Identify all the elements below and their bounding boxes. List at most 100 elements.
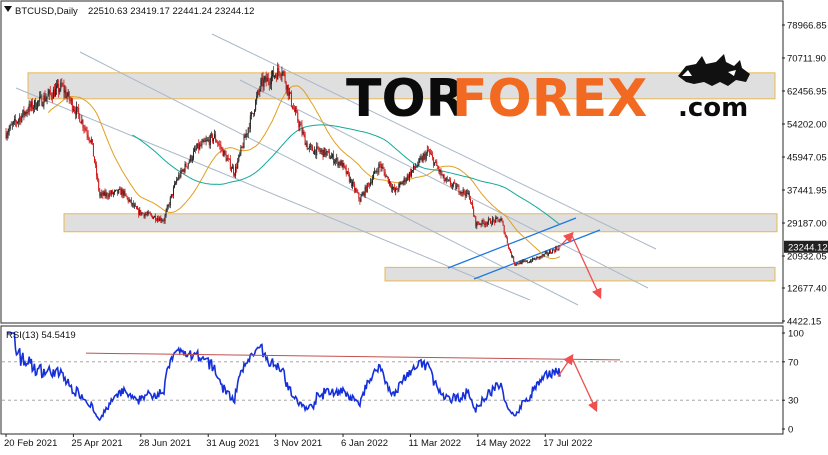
candle-body	[56, 85, 58, 89]
candle-body	[124, 191, 126, 194]
candle-body	[246, 133, 248, 135]
candle-body	[62, 85, 64, 87]
candle-body	[155, 216, 157, 221]
candle-body	[360, 196, 362, 202]
candle-body	[145, 214, 147, 215]
candle-body	[93, 156, 95, 163]
candle-body	[493, 218, 495, 221]
candle-body	[384, 172, 386, 178]
candle-body	[76, 106, 78, 115]
candle-body	[206, 139, 208, 141]
candle-body	[151, 215, 153, 219]
candle-body	[144, 214, 146, 217]
candle-body	[183, 169, 185, 172]
candle-body	[68, 91, 70, 100]
candle-body	[130, 199, 132, 205]
candle-body	[175, 182, 177, 184]
candle-body	[190, 155, 192, 161]
rsi-tick-label: 30	[788, 396, 799, 407]
candle-body	[514, 262, 516, 265]
candle-body	[250, 112, 252, 116]
candle-body	[420, 157, 422, 159]
candle-body	[49, 90, 51, 94]
candle-body	[543, 253, 545, 256]
candle-body	[224, 150, 226, 155]
candle-body	[89, 140, 91, 142]
candle-body	[211, 134, 213, 142]
forecast-arrows	[557, 231, 602, 300]
candle-body	[149, 213, 151, 215]
symbol-label: BTCUSD,Daily	[15, 6, 78, 17]
candle-body	[25, 112, 27, 114]
candle-body	[119, 188, 121, 190]
trendline	[15, 87, 531, 301]
candle-body	[432, 155, 434, 158]
candle-body	[437, 166, 439, 169]
candle-body	[102, 192, 104, 196]
candle-body	[512, 256, 514, 258]
candle-body	[169, 197, 171, 206]
candle-body	[356, 189, 358, 192]
candle-body	[280, 75, 282, 77]
candle-body	[453, 182, 455, 185]
candle-body	[24, 112, 26, 116]
candle-body	[511, 252, 513, 257]
sr-zone	[384, 266, 776, 282]
candle-body	[477, 221, 479, 224]
y-tick-label: 54202.00	[787, 120, 827, 131]
candle-body	[302, 132, 304, 134]
candle-body	[375, 170, 377, 172]
candle-body	[446, 178, 448, 180]
candle-body	[192, 151, 194, 159]
candle-body	[443, 174, 445, 181]
forecast-up-arrow	[557, 231, 574, 249]
candle-body	[554, 250, 556, 252]
candle-body	[323, 148, 325, 157]
x-tick-label: 28 Jun 2021	[139, 438, 191, 449]
candle-body	[338, 162, 340, 166]
candle-body	[27, 111, 29, 113]
candle-body	[185, 163, 187, 167]
candle-body	[550, 250, 552, 254]
candle-body	[259, 89, 261, 92]
candle-body	[481, 219, 483, 225]
y-tick-label: 62456.95	[787, 87, 827, 98]
candle-body	[217, 142, 219, 144]
candle-body	[456, 186, 458, 190]
candle-body	[202, 140, 204, 143]
candle-body	[552, 249, 554, 254]
candle-body	[305, 142, 307, 146]
candle-body	[339, 162, 341, 166]
candle-body	[72, 109, 74, 111]
candle-body	[83, 127, 85, 129]
candle-body	[482, 219, 484, 223]
candle-body	[16, 121, 18, 123]
candle-body	[85, 128, 87, 131]
candle-body	[454, 182, 456, 184]
candle-body	[376, 171, 378, 173]
candle-body	[441, 174, 443, 176]
candle-body	[444, 180, 446, 182]
candle-body	[241, 146, 243, 148]
candle-body	[33, 100, 35, 108]
candle-body	[191, 158, 193, 161]
candle-body	[474, 215, 476, 217]
candle-body	[255, 100, 257, 111]
candle-body	[168, 205, 170, 206]
candle-body	[346, 171, 348, 174]
candle-body	[385, 175, 387, 178]
triangle-down-icon[interactable]	[4, 6, 12, 12]
candle-body	[524, 260, 526, 262]
candle-body	[442, 174, 444, 176]
candle-body	[140, 210, 142, 215]
candle-body	[534, 258, 536, 260]
candle-body	[399, 183, 401, 185]
candle-body	[257, 90, 259, 97]
candle-body	[463, 189, 465, 194]
candle-body	[276, 75, 278, 80]
candle-body	[170, 194, 172, 198]
candle-body	[374, 170, 376, 174]
candle-body	[238, 155, 240, 162]
candle-body	[109, 193, 111, 195]
